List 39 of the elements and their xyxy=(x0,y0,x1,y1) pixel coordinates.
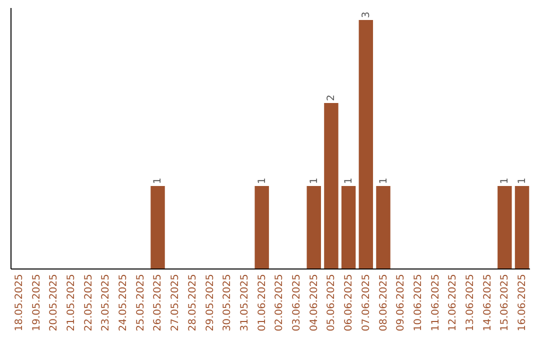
data-label: 1 xyxy=(256,178,268,184)
x-tick-label: 31.05.2025 xyxy=(239,274,250,332)
x-tick-label: 07.06.2025 xyxy=(360,274,372,332)
x-tick-label: 18.05.2025 xyxy=(14,274,25,332)
data-label: 1 xyxy=(517,178,528,184)
x-tick-label: 25.05.2025 xyxy=(135,274,146,332)
x-tick-label: 26.05.2025 xyxy=(152,274,164,332)
data-label: 1 xyxy=(344,178,355,184)
x-tick-label: 23.05.2025 xyxy=(100,274,112,332)
x-tick-label: 04.06.2025 xyxy=(308,274,320,332)
x-tick-label: 28.05.2025 xyxy=(187,274,198,332)
x-tick-label: 29.05.2025 xyxy=(204,274,216,332)
x-tick-label: 02.06.2025 xyxy=(274,274,286,332)
x-tick-label: 09.06.2025 xyxy=(396,274,407,332)
data-label: 1 xyxy=(308,178,320,184)
x-tick-label: 27.05.2025 xyxy=(170,274,182,332)
x-tick-label: 16.06.2025 xyxy=(517,274,528,332)
x-tick-label: 21.05.2025 xyxy=(66,274,78,332)
x-tick-label: 30.05.2025 xyxy=(222,274,234,332)
data-label: 2 xyxy=(326,94,338,101)
x-tick-label: 01.06.2025 xyxy=(256,274,268,332)
data-label: 1 xyxy=(378,178,390,184)
x-tick-label: 19.05.2025 xyxy=(31,274,42,332)
x-tick-label: 24.05.2025 xyxy=(118,274,130,332)
data-label: 1 xyxy=(152,178,164,184)
x-tick-label: 20.05.2025 xyxy=(48,274,60,332)
x-tick-label: 08.06.2025 xyxy=(378,274,390,332)
x-tick-label: 05.06.2025 xyxy=(326,274,338,332)
data-label: 1 xyxy=(500,178,511,184)
x-tick-label: 13.06.2025 xyxy=(464,274,476,332)
x-tick-label: 12.06.2025 xyxy=(448,274,459,332)
x-tick-label: 10.06.2025 xyxy=(412,274,424,332)
x-tick-label: 11.06.2025 xyxy=(430,274,442,332)
x-tick-label: 15.06.2025 xyxy=(500,274,511,332)
x-tick-label: 22.05.2025 xyxy=(83,274,94,332)
x-tick-label: 03.06.2025 xyxy=(292,274,303,332)
x-tick-label: 06.06.2025 xyxy=(344,274,355,332)
data-label: 3 xyxy=(360,12,372,18)
x-tick-label: 14.06.2025 xyxy=(482,274,494,332)
